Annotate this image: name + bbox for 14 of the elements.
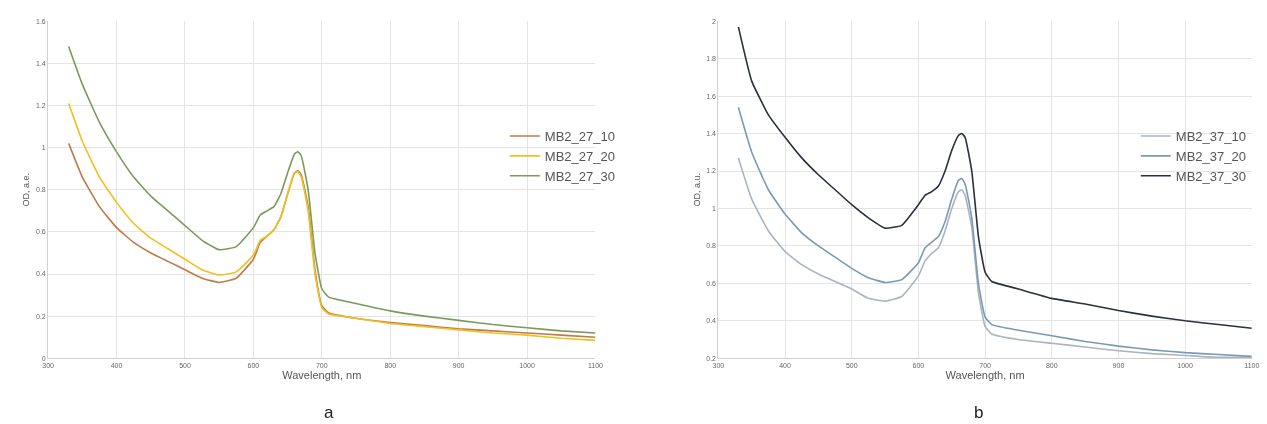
legend-label: MB2_37_10 [1175,129,1246,145]
legend-label: MB2_27_20 [544,148,615,164]
legend-label: MB2_27_30 [544,168,615,184]
y-axis-title: OD, a.e. [21,172,32,207]
legend-label: MB2_37_20 [1175,148,1246,164]
line-series [737,106,1252,358]
text: a [324,403,334,422]
legend-label: MB2_27_10 [544,129,615,145]
x-axis-title: Wavelength, nm [282,368,362,381]
line-series [737,26,1252,330]
legend-label: MB2_37_30 [1175,168,1246,184]
x-axis-title: Wavelength, nm [945,368,1025,381]
y-axis-title: OD, a.u. [691,172,702,207]
text: b [974,403,984,422]
